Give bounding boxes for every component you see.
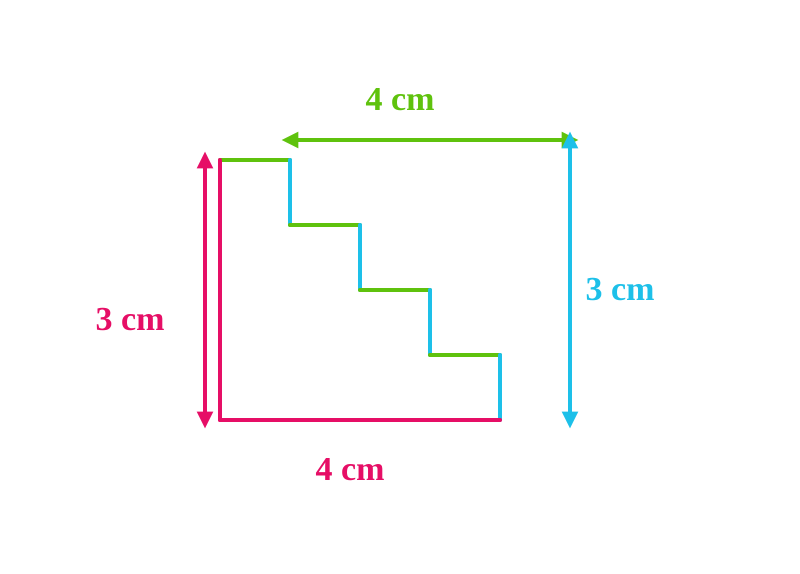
dim-label-bottom: 4 cm <box>316 451 385 488</box>
dim-label-top: 4 cm <box>366 81 435 118</box>
dim-label-left: 3 cm <box>96 301 165 338</box>
staircase-diagram: 3 cm 4 cm 4 cm 3 cm <box>0 0 800 574</box>
dim-label-right: 3 cm <box>586 271 655 308</box>
